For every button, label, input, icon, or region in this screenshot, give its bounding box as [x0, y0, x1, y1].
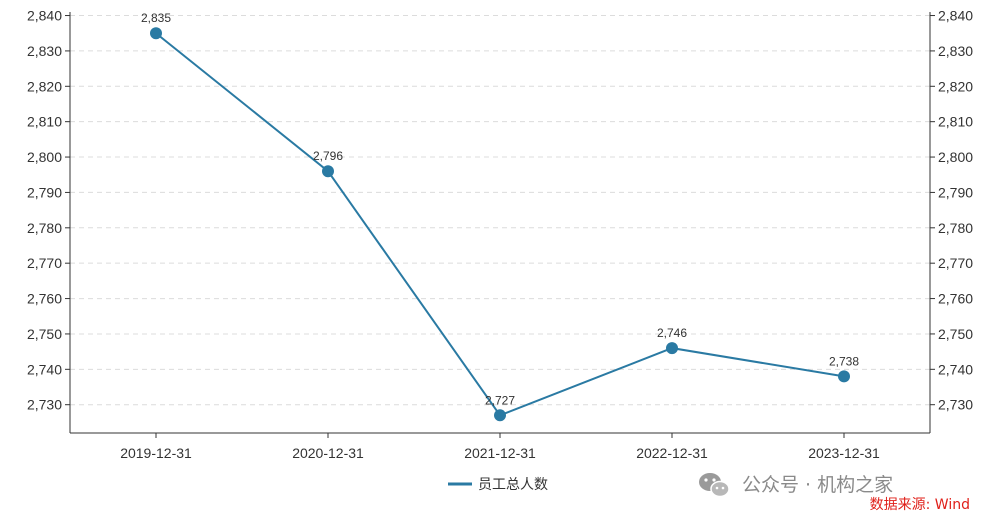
y-tick-label-left: 2,780: [27, 220, 62, 236]
source-note: 数据来源: Wind: [870, 497, 970, 513]
y-tick-label-right: 2,800: [938, 149, 973, 165]
y-tick-label-left: 2,760: [27, 291, 62, 307]
y-tick-label-left: 2,770: [27, 255, 62, 271]
data-labels: 2,835 2,796 2,727 2,746 2,738: [141, 11, 859, 407]
series-line: [155, 32, 845, 417]
y-tick-label-right: 2,740: [938, 361, 973, 377]
x-tick-label: 2020-12-31: [292, 445, 364, 461]
data-point: [322, 165, 334, 178]
watermark: 公众号 · 机构之家: [699, 473, 893, 498]
y-tick-label-right: 2,810: [938, 114, 973, 130]
y-axis-right: 2,730 2,740 2,750 2,760 2,770 2,780 2,790 2,800…: [930, 8, 973, 413]
x-tick-label: 2021-12-31: [464, 445, 536, 461]
x-tick-label: 2023-12-31: [808, 445, 880, 461]
y-tick-label-left: 2,730: [27, 397, 62, 413]
y-tick-label-right: 2,790: [938, 184, 973, 200]
data-label: 2,796: [313, 149, 343, 163]
y-tick-label-left: 2,750: [27, 326, 62, 342]
watermark-text: 公众号 · 机构之家: [742, 474, 893, 496]
data-point: [838, 370, 850, 383]
series-line-group: [150, 27, 850, 422]
y-tick-label-right: 2,750: [938, 326, 973, 342]
data-point: [150, 27, 162, 40]
y-tick-label-right: 2,760: [938, 291, 973, 307]
data-label: 2,738: [829, 354, 859, 368]
legend-label: 员工总人数: [478, 477, 548, 493]
y-tick-label-left: 2,830: [27, 43, 62, 59]
wechat-icon: [699, 473, 730, 498]
y-tick-label-right: 2,820: [938, 78, 973, 94]
y-tick-label-right: 2,770: [938, 255, 973, 271]
y-tick-label-left: 2,840: [27, 8, 62, 24]
x-axis: 2019-12-31 2020-12-31 2021-12-31 2022-12-31…: [120, 433, 880, 461]
y-axis-left: 2,730 2,740 2,750 2,760 2,770 2,780 2,790 2,800…: [27, 8, 70, 413]
y-tick-label-left: 2,790: [27, 184, 62, 200]
y-tick-label-right: 2,840: [938, 8, 973, 24]
legend[interactable]: 员工总人数: [448, 477, 548, 493]
data-label: 2,835: [141, 11, 171, 25]
data-label: 2,746: [657, 326, 687, 340]
data-label: 2,727: [485, 393, 515, 407]
y-tick-label-left: 2,800: [27, 149, 62, 165]
y-tick-label-right: 2,730: [938, 397, 973, 413]
y-tick-label-left: 2,810: [27, 114, 62, 130]
data-point: [666, 342, 678, 355]
x-tick-label: 2019-12-31: [120, 445, 192, 461]
y-tick-label-left: 2,820: [27, 78, 62, 94]
data-point: [494, 409, 506, 422]
y-tick-label-left: 2,740: [27, 361, 62, 377]
y-tick-label-right: 2,830: [938, 43, 973, 59]
y-tick-label-right: 2,780: [938, 220, 973, 236]
x-tick-label: 2022-12-31: [636, 445, 708, 461]
grid-lines: [70, 15, 930, 406]
